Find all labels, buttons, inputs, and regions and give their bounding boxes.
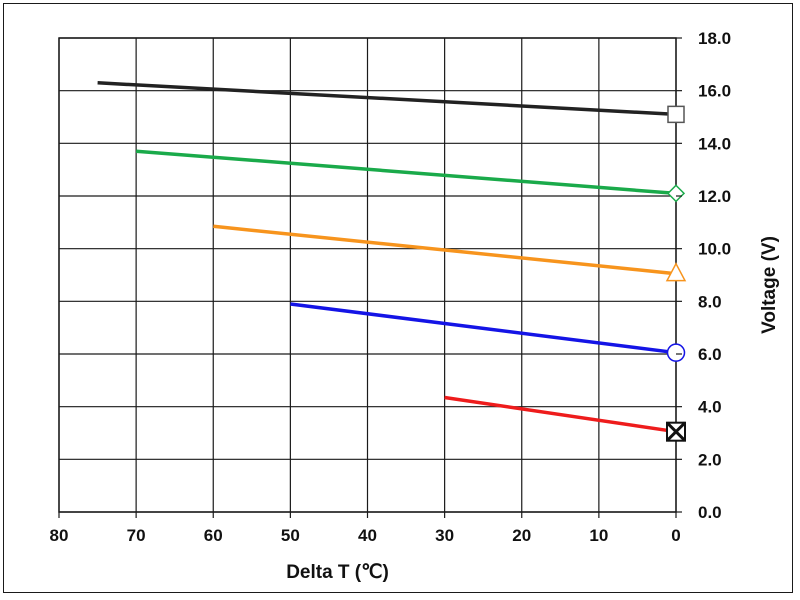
x-axis-title: Delta T (℃) bbox=[286, 562, 389, 583]
x-tick-label: 20 bbox=[512, 526, 531, 545]
series-line bbox=[213, 224, 677, 276]
series-3 bbox=[213, 224, 687, 282]
chart-frame bbox=[3, 3, 793, 593]
y-tick-label: 10.0 bbox=[698, 240, 731, 259]
y-tick-label: 18.0 bbox=[698, 29, 731, 48]
series-marker-circle bbox=[666, 343, 686, 362]
x-tick-label: 10 bbox=[589, 526, 608, 545]
y-tick-label: 0.0 bbox=[698, 503, 722, 522]
x-tick-label: 50 bbox=[281, 526, 300, 545]
series-1 bbox=[97, 81, 685, 124]
x-tick-label: 60 bbox=[204, 526, 223, 545]
y-axis-ticks: 0.0 2.0 4.0 6.0 8.0 10.0 12.0 14.0 16.0 18.0 bbox=[676, 29, 731, 522]
y-tick-label: 8.0 bbox=[698, 292, 722, 311]
series-layer bbox=[97, 81, 687, 442]
series-2 bbox=[135, 149, 686, 203]
series-line bbox=[290, 302, 677, 355]
x-tick-label: 70 bbox=[127, 526, 146, 545]
x-tick-label: 80 bbox=[50, 526, 69, 545]
y-tick-label: 4.0 bbox=[698, 398, 722, 417]
x-tick-label: 0 bbox=[671, 526, 680, 545]
y-tick-label: 2.0 bbox=[698, 450, 722, 469]
series-marker-diamond bbox=[666, 184, 686, 203]
y-tick-label: 6.0 bbox=[698, 345, 722, 364]
series-5 bbox=[444, 395, 687, 442]
series-line bbox=[444, 395, 677, 434]
series-line bbox=[135, 149, 677, 196]
x-axis-ticks: 80 70 60 50 40 30 20 10 0 bbox=[50, 512, 681, 545]
series-line bbox=[97, 81, 677, 117]
series-4 bbox=[290, 302, 686, 362]
y-tick-label: 14.0 bbox=[698, 134, 731, 153]
y-axis-title: Voltage (V) bbox=[759, 236, 780, 334]
y-tick-label: 12.0 bbox=[698, 187, 731, 206]
series-marker-x-square bbox=[665, 421, 687, 442]
y-tick-label: 16.0 bbox=[698, 82, 731, 101]
series-marker-triangle bbox=[665, 262, 687, 282]
x-tick-label: 40 bbox=[358, 526, 377, 545]
x-tick-label: 30 bbox=[435, 526, 454, 545]
series-marker-square bbox=[667, 105, 685, 124]
